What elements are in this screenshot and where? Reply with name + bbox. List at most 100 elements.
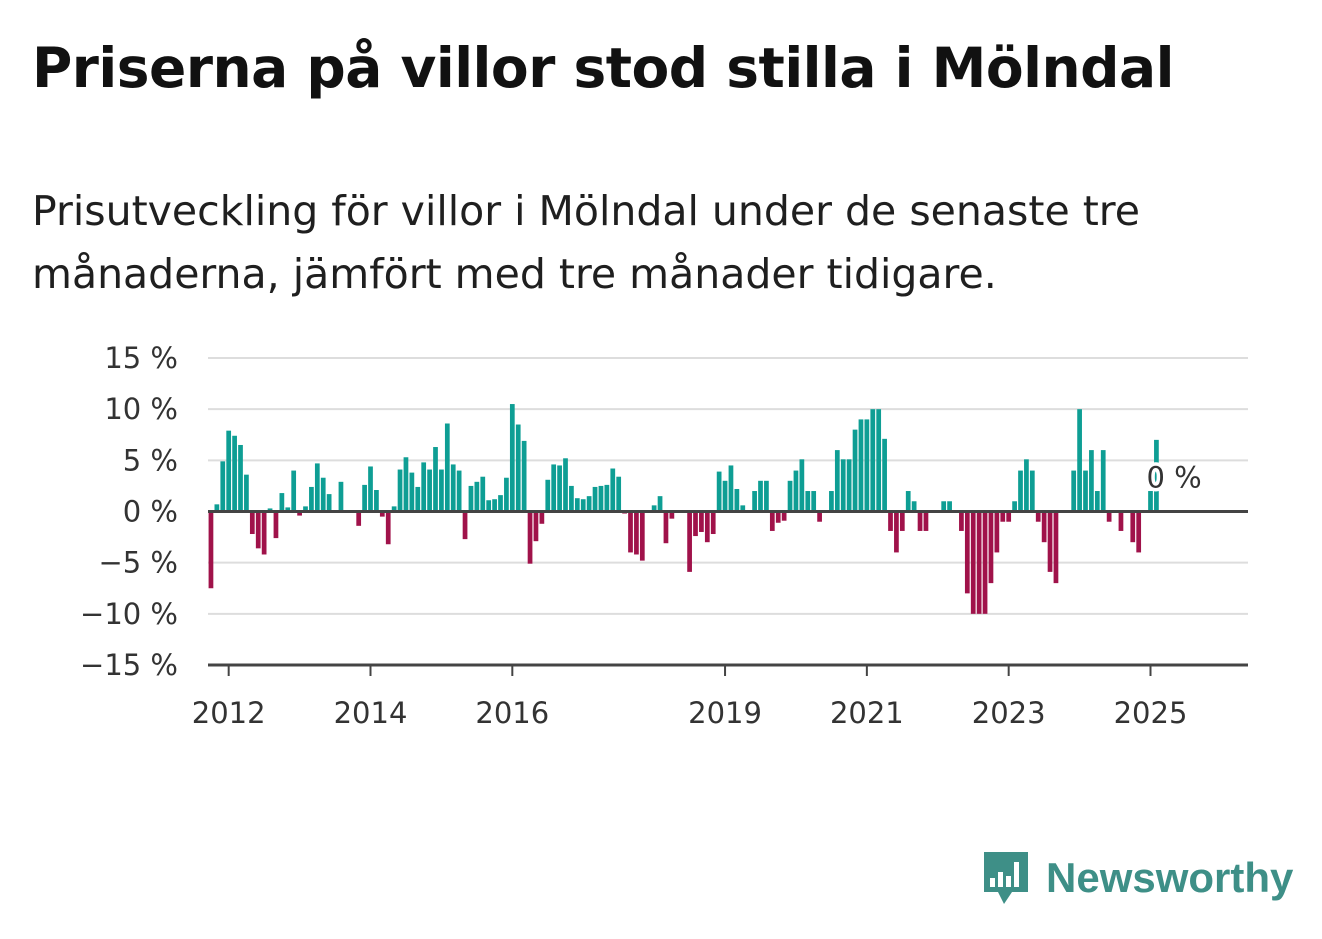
x-tick-label: 2014 [334,696,408,730]
bar [267,508,273,512]
bar [793,470,799,512]
x-tick-label: 2016 [475,696,549,730]
bar [498,495,503,512]
bar [693,511,698,537]
bar [976,511,982,614]
bar [1083,470,1088,512]
bar [734,488,740,512]
bar [699,511,704,532]
bar [1047,511,1053,572]
x-tick-label: 2023 [972,696,1046,730]
bar [728,465,734,512]
bar [1089,450,1094,512]
x-tick-label: 2019 [688,696,762,730]
bar [551,464,557,512]
bar [1130,511,1136,543]
bar [864,419,870,512]
bar [456,470,462,512]
bar [433,447,438,512]
bar [758,480,763,512]
bar [403,457,409,512]
bar [303,506,308,512]
bar [722,480,728,512]
bar [628,511,633,553]
bar [941,501,947,512]
bar [1136,511,1142,553]
bar [840,459,846,512]
bar [427,469,432,512]
bar [964,511,970,594]
bar [314,463,320,512]
bar [244,474,249,512]
bar [604,484,610,512]
bar [911,501,917,512]
bar [368,466,373,512]
bar [320,477,326,512]
bar [1006,511,1012,522]
bar [1041,511,1047,543]
bar [208,511,214,589]
bar [764,480,769,512]
bar [504,477,509,512]
bar [710,511,716,535]
brand-logo[interactable]: Newsworthy [980,848,1293,908]
bar [787,480,793,512]
bar [238,444,243,512]
bar [1071,470,1077,512]
bar [574,498,580,512]
bar [1148,491,1153,512]
newsworthy-logo-icon [984,852,1028,904]
bar [527,511,533,564]
bar [1012,501,1017,512]
bar [232,435,237,512]
bar [663,511,669,544]
bar [533,511,539,542]
bar [480,476,486,512]
bar [545,479,551,512]
x-tick-label: 2012 [192,696,266,730]
bar [651,505,657,512]
bar [539,511,545,524]
bar [415,486,421,512]
bar [397,469,403,512]
bar [799,459,805,512]
bar [1118,511,1124,531]
bar [817,511,822,522]
bar [249,511,255,535]
bar [1077,409,1082,512]
bar [657,496,663,512]
bar [563,458,568,512]
bar [509,404,515,512]
bar [775,511,781,523]
bar [362,484,367,512]
bar [805,491,811,512]
bar [1154,439,1159,512]
bar [1000,511,1006,522]
bar [639,511,645,561]
bar [261,511,267,555]
bar [515,424,521,512]
bar [592,486,598,512]
bar [829,491,834,512]
bar [970,511,976,614]
y-tick-label: −10 % [80,597,178,631]
bar [716,471,722,512]
bar [586,496,592,512]
bar [379,511,385,517]
bar [982,511,988,614]
bar [1106,511,1112,522]
bar [279,493,285,512]
bar [1024,459,1029,512]
bar [899,511,905,531]
bar [959,511,964,531]
bar [988,511,994,584]
bar [291,470,297,512]
bar [385,511,391,545]
bar [468,485,474,512]
bar [338,481,344,512]
bar [947,501,952,512]
bar [1035,511,1041,522]
bar [598,485,604,512]
bar [781,511,787,521]
chart-subtitle: Prisutveckling för villor i Mölndal unde… [32,187,1140,298]
